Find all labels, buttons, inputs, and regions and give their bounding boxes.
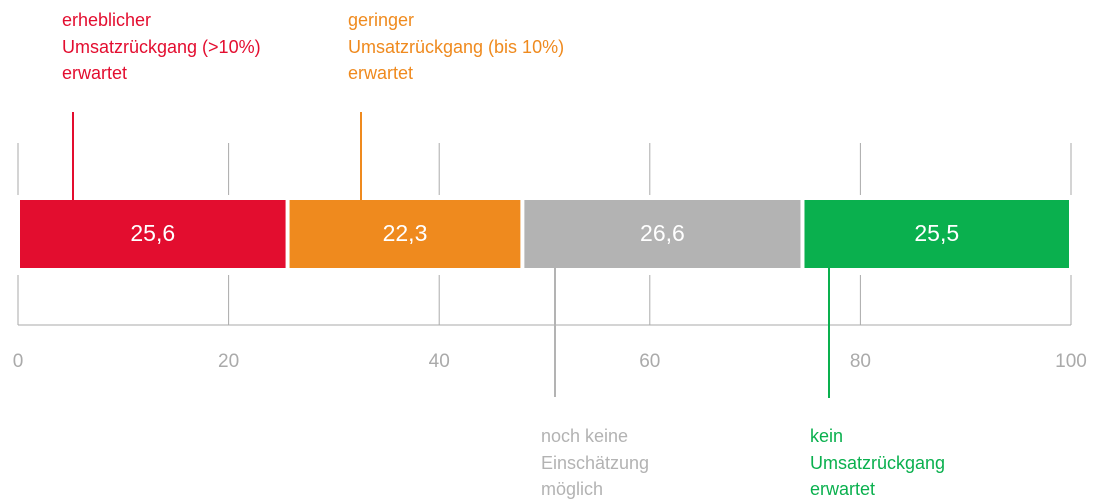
series-label: geringer Umsatzrückgang (bis 10%) erwart… <box>348 10 565 83</box>
x-tick-label: 100 <box>1055 351 1087 372</box>
series-label: noch keine Einschätzung möglich <box>541 426 650 499</box>
value-label: 25,6 <box>130 220 175 246</box>
x-tick-label: 20 <box>218 351 239 372</box>
x-tick-label: 60 <box>639 351 660 372</box>
bar-segment <box>20 200 286 268</box>
value-label: 22,3 <box>383 220 428 246</box>
x-tick-label: 0 <box>13 351 24 372</box>
x-tick-label: 80 <box>850 351 871 372</box>
value-label: 26,6 <box>640 220 685 246</box>
bar-segment <box>524 200 801 268</box>
bar-segment <box>804 200 1069 268</box>
x-tick-label: 40 <box>429 351 450 372</box>
series-label: kein Umsatzrückgang erwartet <box>810 426 946 499</box>
value-label: 25,5 <box>914 220 959 246</box>
series-label: erheblicher Umsatzrückgang (>10%) erwart… <box>62 10 261 83</box>
bar-segment <box>289 200 521 268</box>
